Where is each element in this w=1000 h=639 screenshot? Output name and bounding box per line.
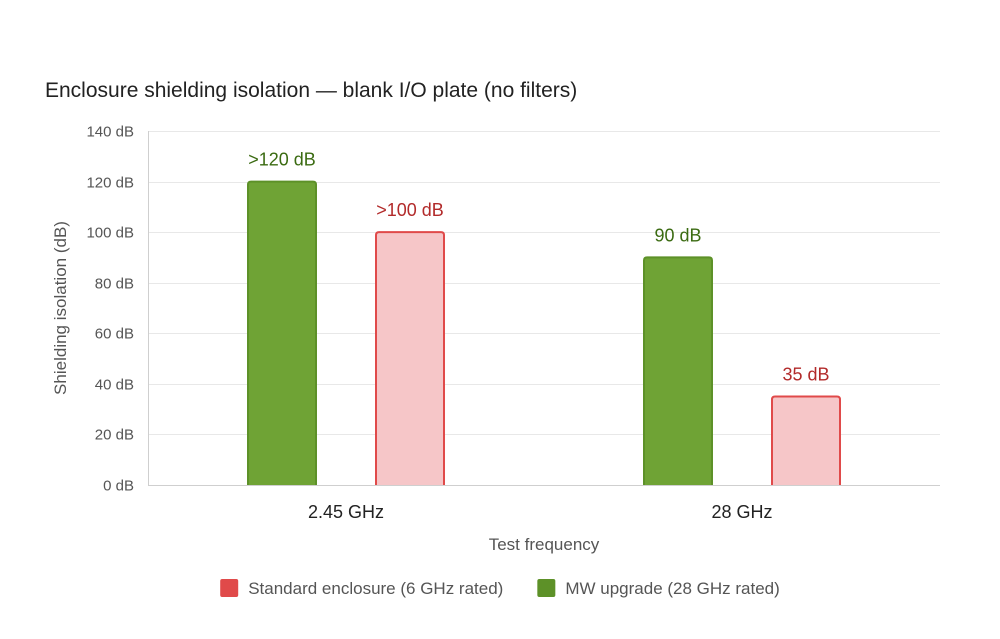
x-tick-label: 2.45 GHz (308, 502, 384, 522)
legend-label: Standard enclosure (6 GHz rated) (248, 579, 503, 598)
x-axis-label: Test frequency (489, 535, 600, 554)
data-label: 35 dB (782, 365, 829, 385)
legend-item[interactable]: MW upgrade (28 GHz rated) (537, 579, 780, 598)
bar[interactable] (375, 231, 445, 485)
y-tick-label: 40 dB (95, 377, 134, 394)
data-labels: >120 dB >100 dB 90 dB 35 dB (248, 150, 829, 385)
y-tick-label: 20 dB (95, 427, 134, 444)
y-tick-label: 0 dB (103, 478, 134, 495)
y-tick-label: 120 dB (86, 175, 134, 192)
y-tick-label: 100 dB (86, 225, 134, 242)
data-label: 90 dB (654, 225, 701, 245)
x-axis-ticks: 2.45 GHz 28 GHz (308, 502, 773, 522)
chart-title: Enclosure shielding isolation — blank I/… (45, 79, 577, 102)
legend-label: MW upgrade (28 GHz rated) (565, 579, 779, 598)
y-axis-label: Shielding isolation (dB) (51, 221, 70, 395)
legend-swatch (220, 579, 239, 597)
y-axis-ticks: 0 dB 20 dB 40 dB 60 dB 80 dB 100 dB 120 dB 140 … (86, 124, 134, 495)
y-tick-label: 60 dB (95, 326, 134, 343)
legend-item[interactable]: Standard enclosure (6 GHz rated) (220, 579, 503, 598)
x-tick-label: 28 GHz (711, 502, 772, 522)
bar[interactable] (643, 256, 713, 485)
data-label: >100 dB (376, 200, 444, 220)
bar[interactable] (247, 180, 317, 485)
bar[interactable] (771, 395, 841, 486)
y-tick-label: 80 dB (95, 276, 134, 293)
y-tick-label: 140 dB (86, 124, 134, 141)
bars (247, 180, 841, 486)
legend[interactable]: Standard enclosure (6 GHz rated) MW upgra… (220, 579, 780, 598)
data-label: >120 dB (248, 150, 316, 170)
legend-swatch (537, 579, 556, 597)
